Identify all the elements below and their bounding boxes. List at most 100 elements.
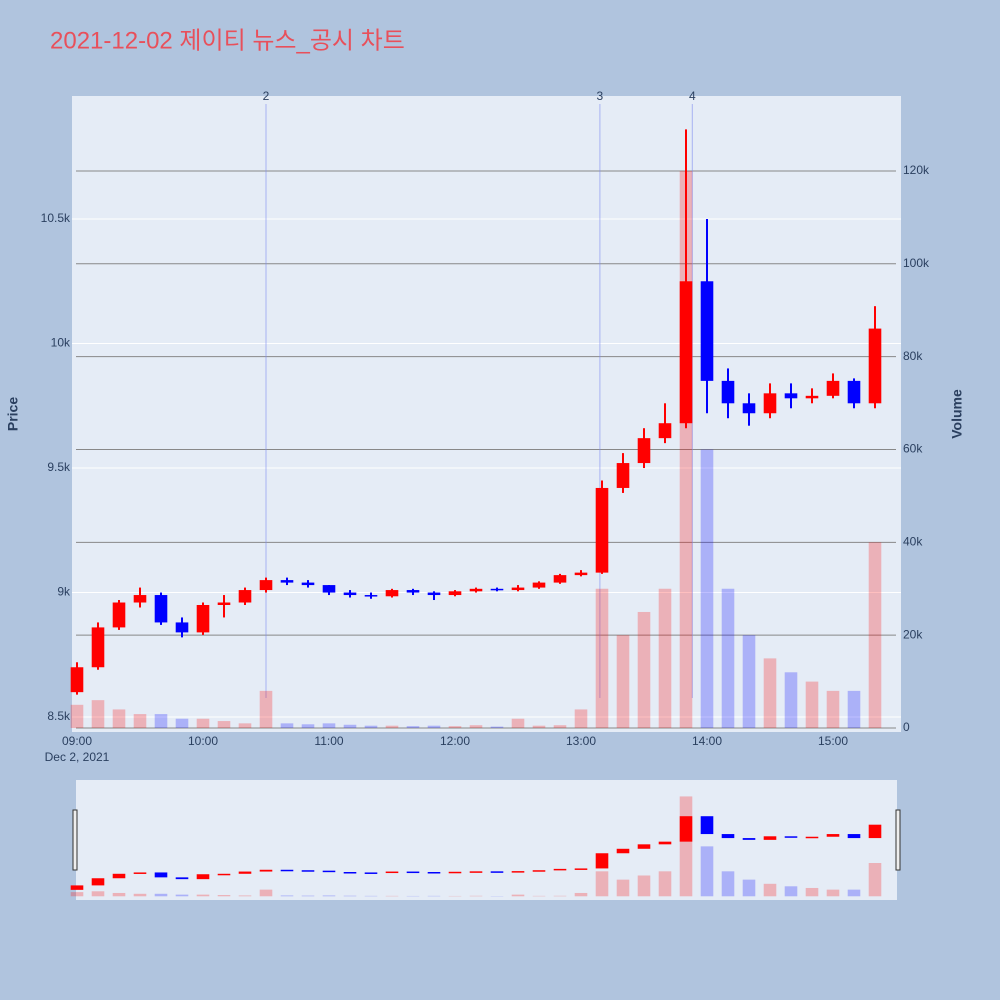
slider-handle[interactable]	[72, 809, 78, 871]
mini-candle	[406, 871, 420, 874]
range-slider[interactable]	[76, 780, 897, 900]
volume-bar	[826, 690, 840, 729]
x-tick-label: 12:00	[440, 734, 470, 748]
event-label: 4	[689, 89, 696, 103]
candle-body	[112, 602, 126, 628]
mini-volume-bar	[595, 871, 609, 897]
mini-candle	[616, 848, 630, 854]
candle-body	[259, 580, 273, 591]
date-label: Dec 2, 2021	[45, 750, 110, 764]
candle-body	[679, 281, 693, 424]
x-tick-label: 09:00	[62, 734, 92, 748]
mini-candle	[553, 868, 567, 871]
candle-body	[91, 627, 105, 668]
mini-candle	[448, 871, 462, 874]
mini-volume-bar	[91, 891, 105, 897]
mini-candle	[679, 816, 693, 842]
candle-body	[784, 393, 798, 399]
mini-volume-bar	[70, 892, 84, 897]
volume-bar	[70, 704, 84, 729]
mini-volume-bar	[238, 895, 252, 897]
volume-bar	[616, 635, 630, 729]
candle-body	[175, 622, 189, 633]
volume-bar	[658, 588, 672, 729]
y2-tick-label: 80k	[903, 349, 923, 363]
mini-volume-bar	[511, 894, 525, 897]
mini-candle	[112, 873, 126, 879]
x-tick-label: 10:00	[188, 734, 218, 748]
y2-tick-label: 100k	[903, 256, 930, 270]
y2-tick-label: 120k	[903, 163, 930, 177]
volume-bar	[175, 718, 189, 729]
candle-body	[595, 487, 609, 573]
volume-bar	[238, 723, 252, 729]
mini-candle	[595, 853, 609, 869]
candle-body	[238, 590, 252, 603]
mini-candle	[91, 878, 105, 886]
volume-bar	[532, 725, 546, 729]
volume-bar	[112, 709, 126, 729]
candle-body	[805, 395, 819, 399]
volume-bar	[469, 725, 483, 729]
mini-candle	[532, 870, 546, 872]
mini-candle	[574, 868, 588, 870]
mini-volume-bar	[322, 895, 336, 897]
mini-candle	[490, 871, 504, 873]
mini-candle	[868, 824, 882, 839]
mini-candle	[427, 872, 441, 874]
mini-candle	[364, 872, 378, 874]
y2-tick-label: 60k	[903, 442, 923, 456]
y-tick-label: 10.5k	[41, 211, 71, 225]
candle-body	[364, 595, 378, 597]
mini-candle	[847, 834, 861, 839]
volume-bar	[847, 690, 861, 729]
y2-axis-title: Volume	[949, 389, 965, 439]
candle-body	[196, 604, 210, 633]
candle-body	[301, 582, 315, 586]
mini-volume-bar	[112, 892, 126, 897]
mini-volume-bar	[721, 871, 735, 897]
mini-volume-bar	[154, 893, 168, 897]
candle-body	[763, 393, 777, 414]
event-label: 3	[597, 89, 604, 103]
x-tick-label: 13:00	[566, 734, 596, 748]
candle-body	[490, 588, 504, 591]
volume-bar	[154, 714, 168, 729]
volume-bar	[742, 635, 756, 729]
y2-tick-label: 20k	[903, 627, 923, 641]
mini-candle	[742, 838, 756, 840]
volume-bar	[385, 725, 399, 729]
candle-body	[574, 572, 588, 576]
volume-bar	[805, 681, 819, 729]
mini-volume-bar	[280, 895, 294, 897]
mini-volume-bar	[847, 889, 861, 897]
volume-bar	[553, 725, 567, 729]
y-tick-label: 8.5k	[47, 709, 71, 723]
x-tick-label: 11:00	[314, 734, 343, 748]
candle-body	[511, 587, 525, 591]
candle-body	[742, 403, 756, 414]
y-tick-label: 9k	[57, 585, 71, 599]
volume-bar	[448, 726, 462, 729]
slider-handle[interactable]	[895, 809, 901, 871]
volume-bar	[364, 725, 378, 729]
mini-candle	[658, 841, 672, 845]
candle-body	[721, 380, 735, 404]
mini-volume-bar	[679, 796, 693, 897]
mini-candle	[721, 834, 735, 839]
candle-body	[385, 590, 399, 597]
mini-volume-bar	[259, 889, 273, 897]
mini-candle	[70, 885, 84, 890]
mini-volume-bar	[805, 887, 819, 897]
volume-bar	[133, 714, 147, 729]
candle-body	[616, 463, 630, 488]
mini-candle	[343, 872, 357, 874]
mini-candle	[385, 871, 399, 874]
volume-bar	[280, 723, 294, 729]
candle-body	[154, 595, 168, 623]
mini-candle	[826, 834, 840, 837]
volume-bar	[91, 700, 105, 729]
mini-volume-bar	[784, 886, 798, 897]
candle-body	[826, 380, 840, 396]
y-axis-title: Price	[5, 397, 21, 431]
